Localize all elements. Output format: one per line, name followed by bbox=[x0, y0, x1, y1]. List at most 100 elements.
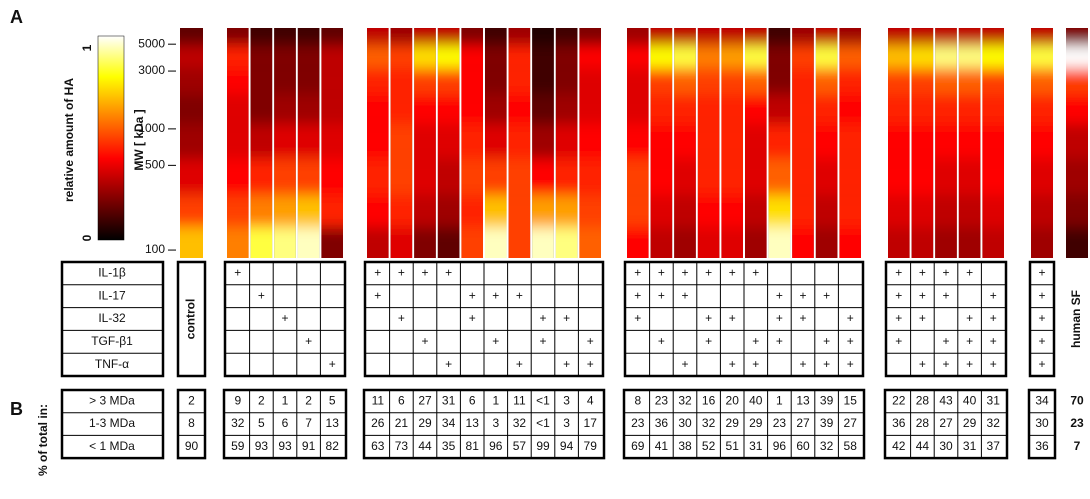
percent-value: 35 bbox=[442, 439, 456, 453]
intensity-band bbox=[696, 8, 722, 45]
percent-value: 82 bbox=[326, 439, 340, 453]
percent-value: 7 bbox=[305, 416, 312, 430]
plus-mark: + bbox=[705, 266, 712, 280]
percent-value: 96 bbox=[489, 439, 503, 453]
percent-value: 4 bbox=[587, 394, 594, 408]
percent-value: 59 bbox=[231, 439, 245, 453]
percent-value: 29 bbox=[418, 416, 432, 430]
intensity-band bbox=[178, 68, 205, 94]
intensity-band bbox=[436, 159, 462, 195]
intensity-band bbox=[577, 68, 603, 94]
intensity-band bbox=[296, 45, 322, 68]
row-label: > 3 MDa bbox=[89, 394, 135, 408]
intensity-band bbox=[178, 124, 205, 159]
intensity-band bbox=[649, 124, 675, 159]
plus-mark: + bbox=[658, 288, 665, 302]
intensity-band bbox=[272, 227, 298, 278]
intensity-band bbox=[178, 227, 205, 278]
lane-bands bbox=[837, 8, 863, 278]
y-tick-label: 1000 bbox=[138, 121, 165, 135]
intensity-band bbox=[1029, 195, 1055, 227]
plus-mark: + bbox=[895, 288, 902, 302]
intensity-band bbox=[507, 159, 533, 195]
lane-bands bbox=[577, 8, 603, 278]
lane-bands bbox=[625, 8, 651, 278]
plus-mark: + bbox=[1038, 357, 1045, 371]
intensity-band bbox=[649, 68, 675, 94]
intensity-band bbox=[436, 68, 462, 94]
lane bbox=[483, 8, 509, 278]
intensity-band bbox=[365, 124, 391, 159]
intensity-band bbox=[296, 159, 322, 195]
intensity-band bbox=[672, 45, 698, 68]
intensity-band bbox=[672, 159, 698, 195]
plus-mark: + bbox=[1038, 266, 1045, 280]
percent-value: 28 bbox=[916, 394, 930, 408]
intensity-band bbox=[272, 94, 298, 124]
lane bbox=[1064, 8, 1090, 278]
intensity-band bbox=[672, 8, 698, 45]
intensity-band bbox=[649, 195, 675, 227]
intensity-band bbox=[625, 8, 651, 45]
row-label: IL-1β bbox=[98, 266, 126, 280]
intensity-band bbox=[272, 68, 298, 94]
plus-mark: + bbox=[398, 311, 405, 325]
intensity-band bbox=[837, 195, 863, 227]
lane-bands bbox=[412, 8, 438, 278]
intensity-band bbox=[696, 159, 722, 195]
intensity-band bbox=[554, 8, 580, 45]
intensity-band bbox=[296, 68, 322, 94]
intensity-band bbox=[577, 195, 603, 227]
plus-mark: + bbox=[469, 288, 476, 302]
intensity-band bbox=[436, 94, 462, 124]
intensity-band bbox=[577, 124, 603, 159]
percent-value: 81 bbox=[466, 439, 480, 453]
lane bbox=[933, 8, 959, 278]
plus-mark: + bbox=[729, 266, 736, 280]
plus-mark: + bbox=[823, 357, 830, 371]
lane-bands bbox=[886, 8, 912, 278]
intensity-band bbox=[412, 159, 438, 195]
intensity-band bbox=[272, 124, 298, 159]
intensity-band bbox=[719, 45, 745, 68]
intensity-band bbox=[625, 68, 651, 94]
plus-mark: + bbox=[919, 357, 926, 371]
intensity-band bbox=[530, 124, 556, 159]
percent-value: 1 bbox=[282, 394, 289, 408]
intensity-band bbox=[933, 68, 959, 94]
plus-mark: + bbox=[966, 357, 973, 371]
lane-bands bbox=[1029, 8, 1055, 278]
percent-value: 60 bbox=[796, 439, 810, 453]
plus-mark: + bbox=[374, 288, 381, 302]
intensity-band bbox=[767, 68, 793, 94]
intensity-band bbox=[933, 45, 959, 68]
intensity-band bbox=[719, 195, 745, 227]
plus-mark: + bbox=[658, 266, 665, 280]
lane-bands bbox=[696, 8, 722, 278]
intensity-band bbox=[625, 94, 651, 124]
intensity-band bbox=[625, 195, 651, 227]
intensity-band bbox=[507, 8, 533, 45]
intensity-band bbox=[672, 195, 698, 227]
lane-bands bbox=[249, 8, 275, 278]
percent-value: 96 bbox=[773, 439, 787, 453]
intensity-band bbox=[1029, 124, 1055, 159]
percent-value: 43 bbox=[939, 394, 953, 408]
percent-value: 99 bbox=[536, 439, 550, 453]
intensity-band bbox=[814, 45, 840, 68]
intensity-band bbox=[389, 94, 415, 124]
intensity-band bbox=[296, 124, 322, 159]
percent-value: 17 bbox=[584, 416, 598, 430]
intensity-band bbox=[577, 227, 603, 278]
intensity-band bbox=[577, 94, 603, 124]
intensity-band bbox=[1029, 8, 1055, 45]
intensity-band bbox=[436, 8, 462, 45]
intensity-band bbox=[910, 195, 936, 227]
intensity-band bbox=[790, 8, 816, 45]
intensity-band bbox=[483, 68, 509, 94]
intensity-band bbox=[483, 94, 509, 124]
group-label: control bbox=[184, 299, 198, 340]
lane-bands bbox=[365, 8, 391, 278]
intensity-band bbox=[365, 68, 391, 94]
intensity-band bbox=[790, 227, 816, 278]
